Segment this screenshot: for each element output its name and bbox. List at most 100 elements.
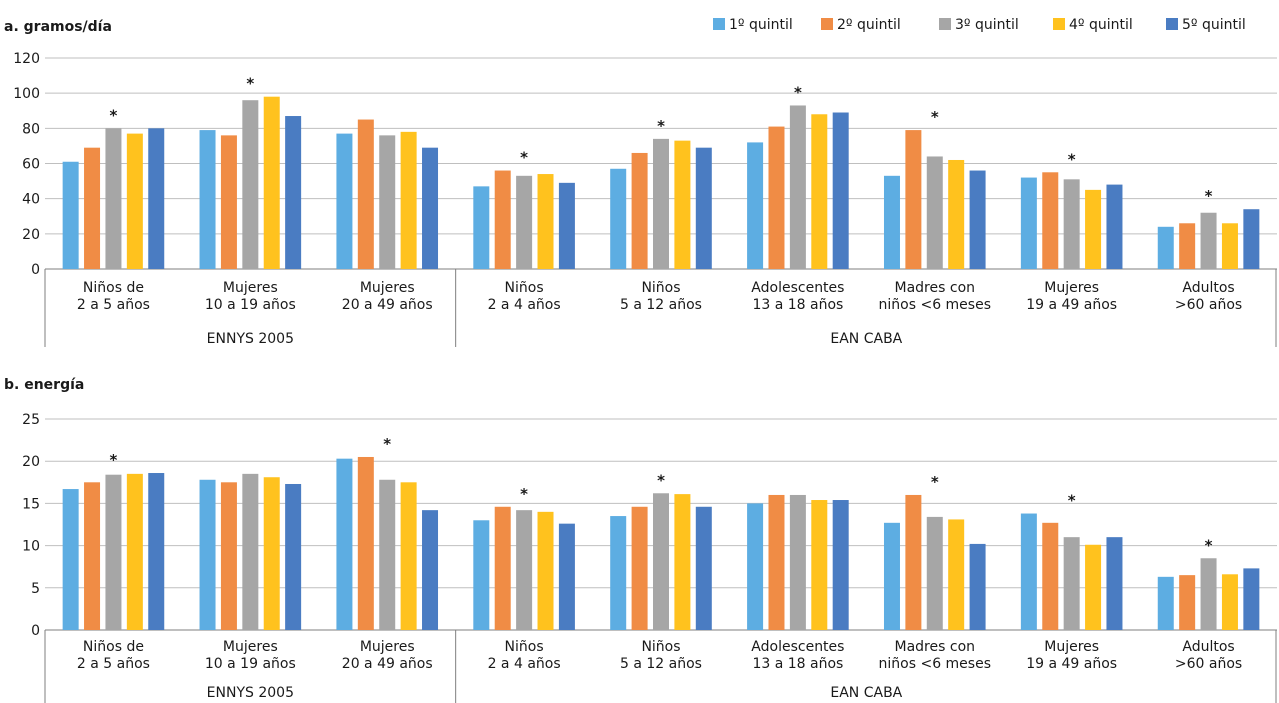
- bar: [84, 147, 101, 269]
- category-label: Mujeres: [1044, 280, 1099, 296]
- bar: [62, 489, 79, 630]
- y-tick-label: 15: [22, 496, 40, 512]
- bar: [62, 161, 79, 269]
- category-label: Mujeres: [360, 639, 415, 655]
- bar: [1200, 212, 1217, 269]
- bar: [768, 126, 785, 269]
- bar: [832, 500, 849, 630]
- bar: [220, 482, 237, 630]
- legend-label: 4º quintil: [1069, 17, 1133, 33]
- category-label: 2 a 5 años: [77, 656, 150, 672]
- bar: [1243, 568, 1260, 630]
- bar: [1200, 558, 1217, 630]
- group-label: ENNYS 2005: [207, 685, 294, 701]
- bar: [948, 159, 965, 269]
- legend: 1º quintil 2º quintil 3º quintil 4º quintil…: [713, 17, 1246, 33]
- category-label: 20 a 49 años: [342, 297, 433, 313]
- chart-title: b. energía: [4, 377, 84, 393]
- bar: [1106, 537, 1123, 630]
- y-tick-label: 40: [22, 192, 40, 208]
- category-label: Madres con: [895, 280, 976, 296]
- category-label: Mujeres: [360, 280, 415, 296]
- bar: [242, 100, 259, 269]
- category-label: Niños: [641, 639, 680, 655]
- category-label: Niños de: [83, 280, 144, 296]
- bar: [631, 506, 648, 630]
- bar: [1020, 177, 1037, 269]
- legend-swatch: [713, 18, 725, 30]
- legend-label: 1º quintil: [729, 17, 793, 33]
- y-tick-label: 20: [22, 454, 40, 470]
- bar: [1085, 189, 1102, 269]
- significance-star: *: [794, 83, 802, 101]
- bar: [285, 116, 302, 270]
- category-label: Mujeres: [1044, 639, 1099, 655]
- bar: [1042, 172, 1059, 269]
- group-label: ENNYS 2005: [207, 331, 294, 347]
- legend-swatch: [939, 18, 951, 30]
- bar: [148, 128, 165, 269]
- category-label: >60 años: [1175, 297, 1242, 313]
- bar: [357, 119, 374, 270]
- bar: [610, 516, 627, 630]
- category-label: 2 a 5 años: [77, 297, 150, 313]
- significance-star: *: [931, 473, 939, 491]
- bar: [768, 494, 785, 630]
- bar: [747, 142, 764, 269]
- bar: [926, 156, 943, 269]
- category-label: Mujeres: [223, 639, 278, 655]
- category-label: Adolescentes: [751, 280, 844, 296]
- bar: [1221, 223, 1238, 269]
- bar: [905, 494, 922, 630]
- legend-label: 3º quintil: [955, 17, 1019, 33]
- bar: [1042, 522, 1059, 630]
- bar: [695, 147, 712, 269]
- bar: [674, 140, 691, 269]
- bar: [558, 182, 575, 269]
- bar: [1085, 544, 1102, 630]
- bar: [400, 482, 417, 630]
- bar: [674, 494, 691, 630]
- legend-label: 2º quintil: [837, 17, 901, 33]
- bar: [610, 168, 627, 269]
- bar: [494, 170, 511, 269]
- bar: [473, 186, 490, 269]
- legend-swatch: [1166, 18, 1178, 30]
- bar: [199, 130, 216, 269]
- bar: [747, 503, 764, 630]
- category-label: Niños: [641, 280, 680, 296]
- bar: [422, 147, 439, 269]
- bar: [1020, 513, 1037, 630]
- bar: [969, 170, 986, 269]
- bar: [1063, 179, 1080, 269]
- significance-star: *: [657, 471, 665, 489]
- y-tick-label: 0: [31, 262, 40, 278]
- bar: [1063, 537, 1080, 630]
- category-label: Adultos: [1182, 280, 1234, 296]
- category-label: Adolescentes: [751, 639, 844, 655]
- bar: [789, 494, 806, 630]
- bar: [1106, 184, 1123, 269]
- bar: [336, 133, 353, 269]
- significance-star: *: [1068, 492, 1076, 510]
- category-label: niños <6 meses: [879, 656, 992, 672]
- bar: [105, 128, 122, 269]
- category-label: Madres con: [895, 639, 976, 655]
- y-tick-label: 0: [31, 623, 40, 639]
- bar: [357, 456, 374, 630]
- bar: [400, 131, 417, 269]
- category-label: Niños de: [83, 639, 144, 655]
- category-label: Niños: [505, 639, 544, 655]
- category-label: 10 a 19 años: [205, 297, 296, 313]
- bar: [105, 474, 122, 630]
- legend-swatch: [1053, 18, 1065, 30]
- bar: [1157, 226, 1174, 269]
- bar: [695, 506, 712, 630]
- bar: [653, 138, 669, 269]
- bar: [263, 477, 280, 630]
- bar: [558, 523, 575, 630]
- bar: [516, 175, 533, 269]
